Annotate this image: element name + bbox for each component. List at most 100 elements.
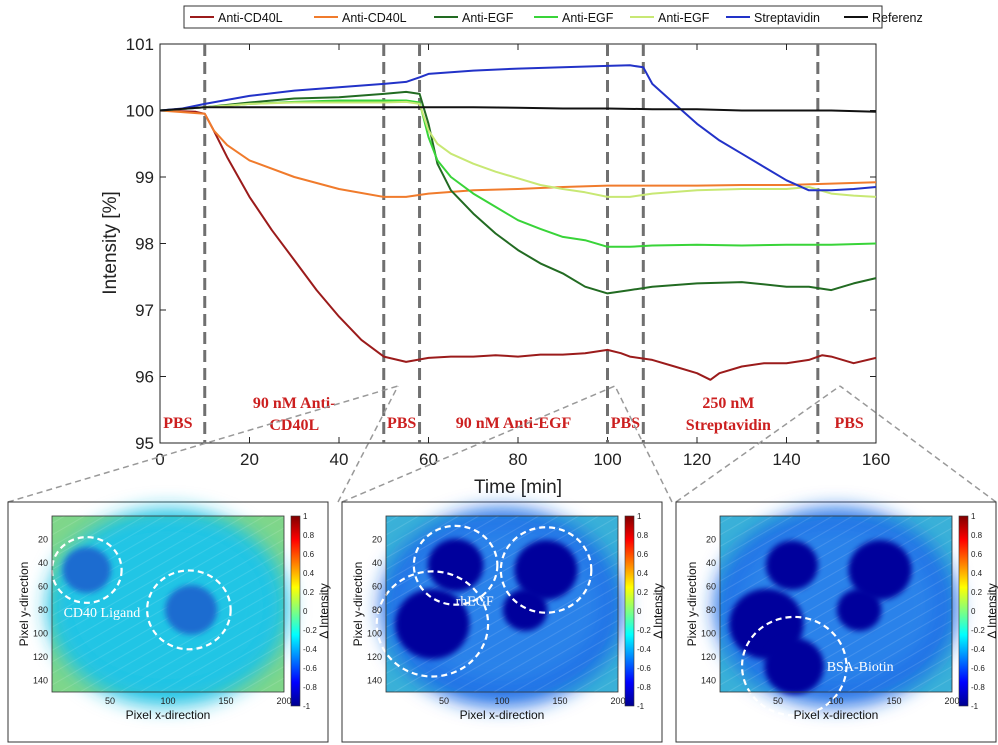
spot-highlight-circle [499, 526, 593, 614]
spot-highlight-circle [50, 536, 123, 604]
heatmap-x-tick-label: 200 [276, 696, 291, 706]
heatmap-image [715, 508, 957, 717]
colorbar-tick-label: 0 [971, 607, 976, 616]
series-line-6 [159, 106, 877, 113]
heatmap-x-axis-title: Pixel x-direction [794, 708, 879, 722]
line-chart: 0 20 40 60 80 100 120 140 160 95 96 97 98 99 100 101 P… [100, 35, 890, 498]
series-line-3 [159, 99, 877, 248]
y-tick-label: 96 [135, 368, 154, 387]
heatmap-y-tick-label: 60 [372, 581, 382, 591]
x-tick-label: 20 [240, 450, 259, 469]
heatmap-x-axis-title: Pixel x-direction [460, 708, 545, 722]
zoom-connectors [7, 385, 997, 503]
phase-label: PBS [834, 415, 863, 432]
colorbar-tick-label: 0.4 [971, 569, 983, 578]
x-tick-label: 140 [772, 450, 800, 469]
heatmap-y-tick-label: 80 [706, 605, 716, 615]
heatmap-y-tick-label: 100 [701, 628, 716, 638]
legend-label: Anti-CD40L [218, 11, 283, 25]
colorbar [958, 515, 969, 707]
heatmap-y-tick-label: 100 [367, 628, 382, 638]
spot-annotation: rhEGF [456, 594, 494, 609]
heatmap-panel-1: CD40 Ligand 50 100 150 200 20 40 60 80 100 120 140 P… [7, 501, 331, 743]
colorbar-tick-label: 0.2 [637, 588, 649, 597]
colorbar-tick-label: -0.6 [637, 664, 651, 673]
legend-label: Anti-EGF [462, 11, 514, 25]
legend-label: Streptavidin [754, 11, 820, 25]
series-line-2 [159, 90, 877, 295]
heatmap-y-tick-label: 140 [367, 675, 382, 685]
phase-label: 90 nM Anti-EGF [456, 415, 572, 432]
phase-label: PBS [163, 415, 192, 432]
colorbar-tick-label: -0.4 [971, 645, 985, 654]
phase-label: PBS [387, 415, 416, 432]
chart-legend: Anti-CD40L Anti-CD40L Anti-EGF Anti-EGF Anti… [183, 5, 923, 29]
heatmap-y-tick-label: 100 [33, 628, 48, 638]
heatmap-x-tick-label: 100 [160, 696, 175, 706]
x-tick-label: 0 [155, 450, 164, 469]
y-tick-label: 99 [135, 168, 154, 187]
colorbar-tick-label: 0.8 [303, 531, 315, 540]
connector-line [675, 385, 841, 503]
colorbar-tick-label: 1 [303, 512, 308, 521]
binding-spot [764, 638, 824, 695]
y-tick-label: 95 [135, 434, 154, 453]
heatmap-y-tick-label: 20 [372, 534, 382, 544]
phase-label: 90 nM Anti- [253, 395, 336, 412]
heatmap-y-tick-label: 120 [33, 652, 48, 662]
colorbar-tick-label: 0.8 [637, 531, 649, 540]
colorbar-tick-label: -1 [637, 702, 645, 711]
x-tick-label: 100 [593, 450, 621, 469]
phase-label: Streptavidin [686, 417, 771, 434]
colorbar-tick-label: -0.4 [637, 645, 651, 654]
heatmap-x-tick-label: 50 [105, 696, 115, 706]
heatmap-x-tick-label: 100 [494, 696, 509, 706]
heatmap-y-axis-title: Pixel y-direction [685, 562, 699, 647]
binding-spot [848, 540, 912, 600]
colorbar-title: Δ Intensity [985, 583, 998, 638]
series-line-1 [159, 109, 877, 198]
x-axis-title: Time [min] [474, 477, 562, 498]
y-tick-label: 98 [135, 235, 154, 254]
colorbar [290, 515, 301, 707]
connector-line [337, 385, 399, 503]
series-lines [159, 64, 877, 381]
colorbar-tick-label: 0.6 [971, 550, 983, 559]
legend-label: Anti-CD40L [342, 11, 407, 25]
phase-dividers [203, 44, 820, 443]
heatmap-x-tick-label: 150 [218, 696, 233, 706]
connector-line [7, 385, 399, 503]
phase-label: 250 nM [702, 395, 754, 412]
colorbar-tick-label: -0.2 [303, 626, 317, 635]
legend-label: Referenz [872, 11, 923, 25]
heatmap-panel-2: rhEGF 50 100 150 200 20 40 60 80 100 120 140 Pixel x… [341, 501, 665, 743]
heatmap-y-tick-label: 60 [706, 581, 716, 591]
x-tick-label: 60 [419, 450, 438, 469]
colorbar-tick-label: -0.2 [971, 626, 985, 635]
legend-box [183, 5, 883, 29]
y-tick-label: 100 [126, 102, 154, 121]
heatmap-y-tick-label: 20 [706, 534, 716, 544]
colorbar-tick-label: 0.4 [637, 569, 649, 578]
heatmap-image [47, 508, 289, 707]
heatmap-y-tick-label: 120 [367, 652, 382, 662]
colorbar-tick-label: -0.8 [303, 683, 317, 692]
colorbar-title: Δ Intensity [317, 583, 331, 638]
heatmap-axes-frame [51, 515, 285, 693]
heatmap-x-tick-label: 100 [828, 696, 843, 706]
y-tick-label: 97 [135, 301, 154, 320]
heatmap-image [375, 508, 623, 707]
phase-label: CD40L [269, 417, 319, 434]
colorbar-tick-label: 1 [637, 512, 642, 521]
phase-label: PBS [611, 415, 640, 432]
heatmap-y-tick-label: 120 [701, 652, 716, 662]
heatmap-x-tick-label: 200 [610, 696, 625, 706]
heatmap-x-tick-label: 50 [773, 696, 783, 706]
colorbar-tick-label: -0.8 [637, 683, 651, 692]
heatmap-axes-frame [385, 515, 619, 693]
series-line-5 [159, 64, 877, 192]
heatmap-y-tick-label: 140 [33, 675, 48, 685]
heatmap-y-tick-label: 140 [701, 675, 716, 685]
x-tick-label: 160 [862, 450, 890, 469]
colorbar-tick-label: 0.2 [303, 588, 315, 597]
